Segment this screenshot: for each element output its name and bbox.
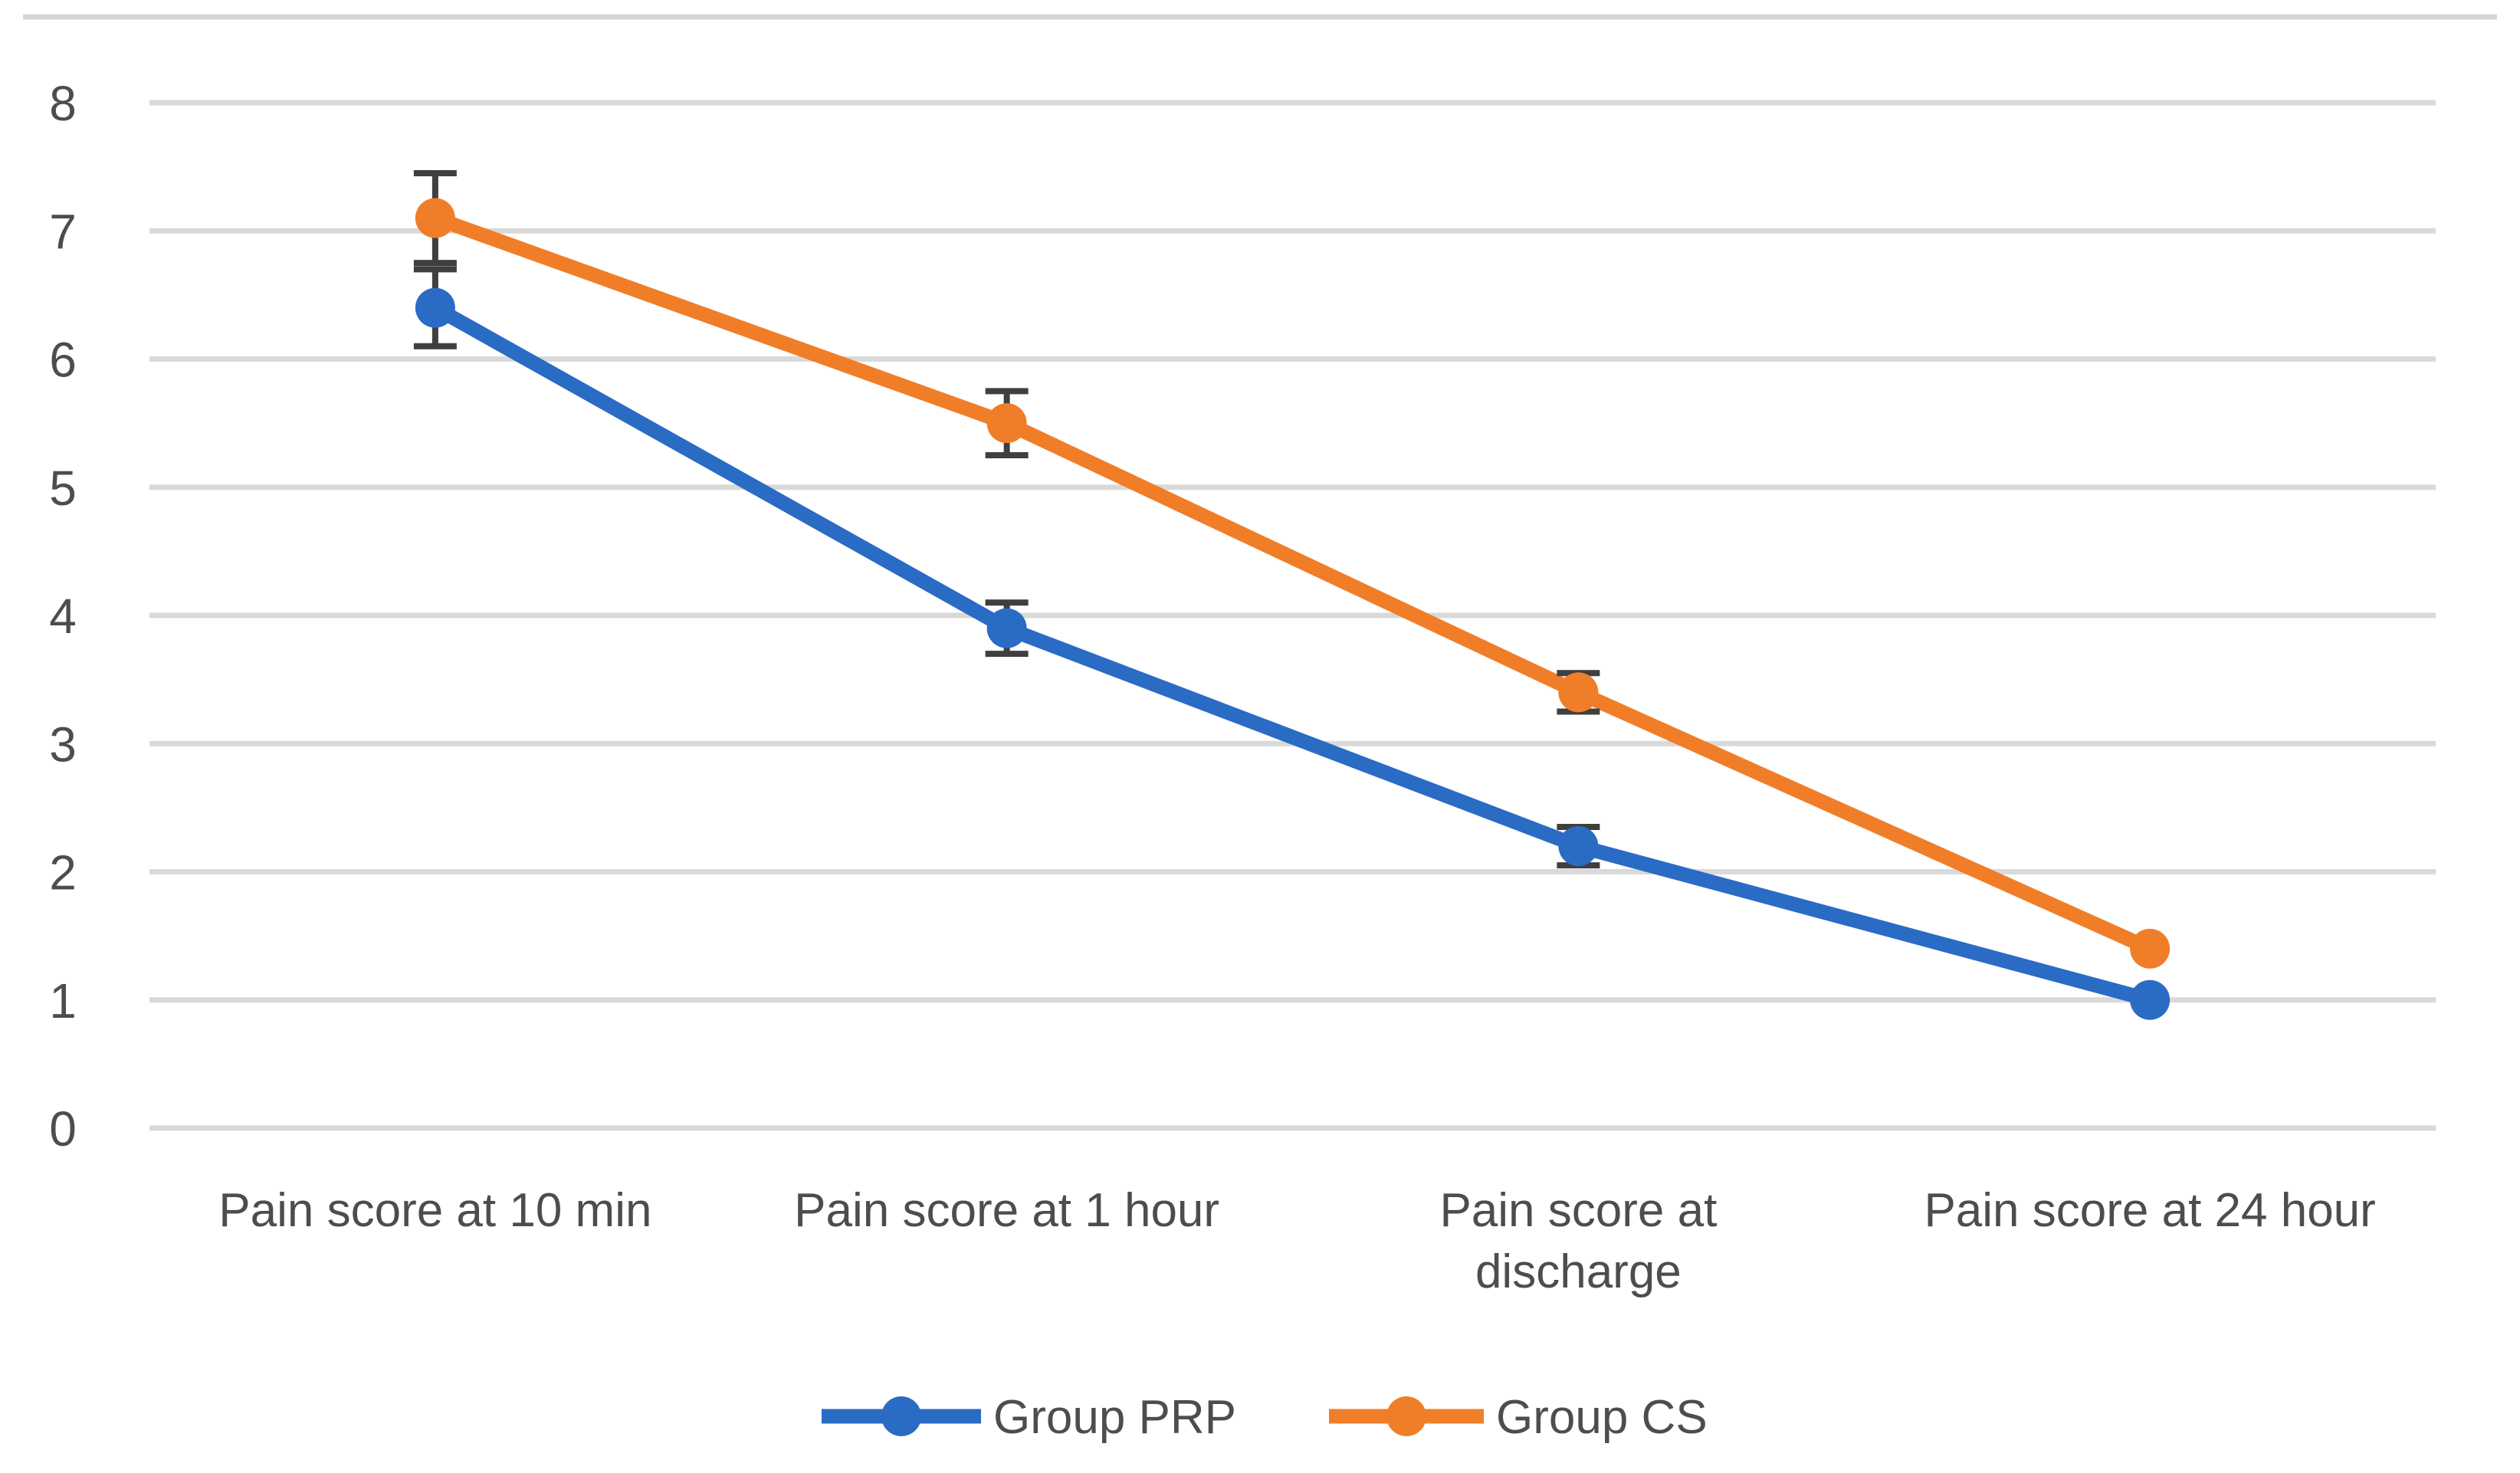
legend-group: Group PRP Group CS [822, 1391, 1708, 1444]
y-axis-tick-label: 1 [49, 973, 77, 1028]
y-axis-tick-label: 4 [49, 589, 77, 644]
x-axis-category-label: Pain score at 24 hour [1924, 1184, 2375, 1237]
series-line-group-cs [428, 211, 2157, 956]
series-markers-group [415, 198, 2171, 1020]
data-point-marker-group-prp [986, 608, 1027, 648]
data-point-marker-group-cs [415, 198, 455, 238]
legend-series-marker-icon [881, 1396, 921, 1436]
data-point-marker-group-cs [2130, 928, 2171, 969]
data-point-marker-group-cs [986, 403, 1027, 444]
y-axis-tick-label: 5 [49, 461, 77, 516]
data-point-marker-group-prp [2130, 979, 2171, 1020]
y-axis-tick-label: 8 [49, 76, 77, 131]
series-line-group-prp [428, 300, 2157, 1008]
series-lines-group [428, 211, 2157, 1008]
y-axis-tick-label: 3 [49, 717, 77, 772]
data-point-marker-group-cs [1558, 672, 1599, 713]
x-axis-category-label: Pain score at 10 min [218, 1184, 651, 1237]
y-axis-tick-label: 2 [49, 845, 77, 901]
legend-label: Group CS [1496, 1391, 1708, 1444]
y-tick-labels-group: 8 7 6 5 4 3 2 1 0 [49, 76, 77, 1156]
y-axis-tick-label: 0 [49, 1101, 77, 1156]
legend-item: Group PRP [822, 1391, 1236, 1444]
gridlines-group [149, 100, 2436, 1131]
x-axis-category-label: Pain score at 1 hour [794, 1184, 1219, 1237]
y-axis-tick-label: 7 [49, 204, 77, 259]
y-axis-tick-label: 6 [49, 333, 77, 388]
data-point-marker-group-prp [415, 287, 455, 328]
x-axis-category-label: discharge [1475, 1245, 1682, 1298]
legend-series-marker-icon [1386, 1396, 1426, 1436]
data-point-marker-group-prp [1558, 826, 1599, 867]
x-axis-category-label: Pain score at [1439, 1184, 1717, 1237]
legend-item: Group CS [1329, 1391, 1708, 1444]
legend-label: Group PRP [993, 1391, 1236, 1444]
x-category-labels-group: Pain score at 10 min Pain score at 1 hour… [218, 1184, 2376, 1298]
